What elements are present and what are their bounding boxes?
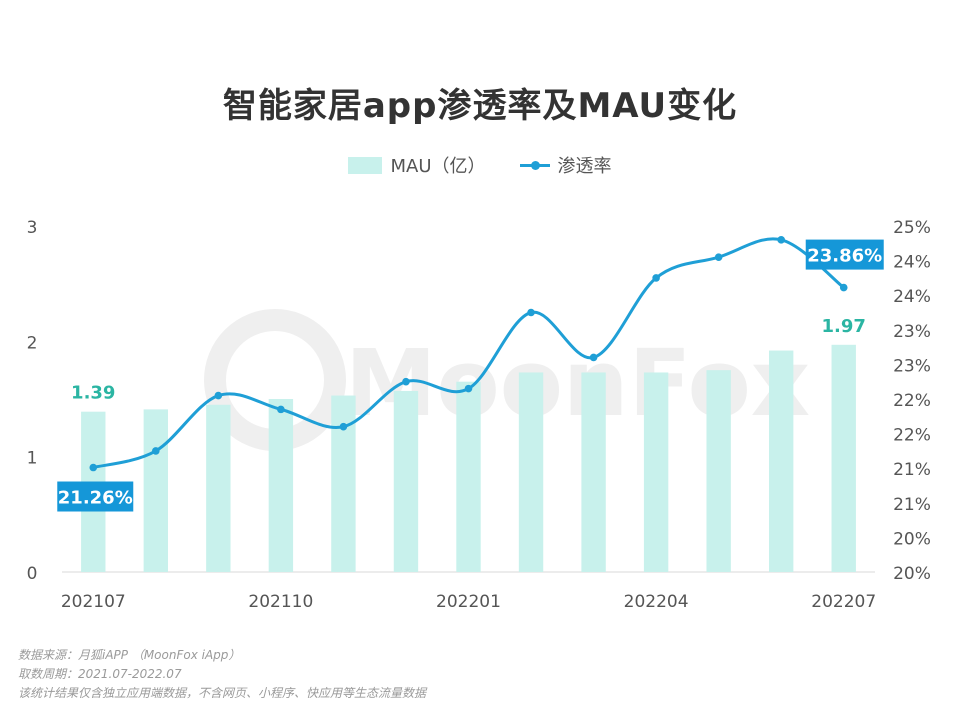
legend-bar-swatch <box>348 156 383 174</box>
data-label-rate-first: 21.26% <box>58 488 133 509</box>
chart-title: 智能家居app渗透率及MAU变化 <box>222 86 738 126</box>
x-tick-label-202204: 202204 <box>624 592 689 612</box>
bar-mau-202108 <box>143 409 169 572</box>
data-label-rate-last-box <box>805 239 884 270</box>
bar-mau-202109 <box>206 404 231 572</box>
x-tick-label-202107: 202107 <box>61 592 126 612</box>
bar-mau-202207 <box>831 344 856 572</box>
bar-mau-202203 <box>581 372 606 572</box>
y-left-tick-label: 2 <box>27 333 38 353</box>
point-rate-202107 <box>89 463 98 472</box>
source-line-2: 取数周期：2021.07-2022.07 <box>18 667 182 681</box>
source-line-1: 数据来源：月狐iAPP （MoonFox iApp） <box>18 648 241 662</box>
y-right-tick-label: 23% <box>893 356 931 376</box>
legend-line-swatch <box>519 157 550 174</box>
y-right-tick-label: 21% <box>893 460 931 480</box>
point-rate-202108 <box>152 447 160 455</box>
chart-legend: MAU（亿） 渗透率 <box>0 150 960 180</box>
y-left-tick-label: 1 <box>27 449 38 469</box>
legend-item-mau: MAU（亿） <box>348 152 486 178</box>
point-rate-202201 <box>464 384 473 393</box>
bar-mau-202201 <box>456 381 481 572</box>
point-rate-202205 <box>714 253 723 261</box>
legend-label-mau: MAU（亿） <box>390 156 486 177</box>
source-line-3: 该统计结果仅含独立应用端数据，不含网页、小程序、快应用等生态流量数据 <box>18 686 427 700</box>
point-rate-202112 <box>402 377 410 386</box>
bar-mau-202204 <box>643 372 669 572</box>
y-right-tick-label: 22% <box>893 391 931 411</box>
y-right-tick-label: 22% <box>893 426 931 446</box>
bar-mau-202205 <box>706 370 731 572</box>
point-rate-202207 <box>839 283 848 292</box>
source-notes: 数据来源：月狐iAPP （MoonFox iApp） 取数周期：2021.07-… <box>18 646 426 703</box>
y-right-tick-label: 23% <box>893 322 931 342</box>
x-tick-label-202110: 202110 <box>248 592 313 612</box>
point-rate-202111 <box>339 422 348 431</box>
y-right-tick-label: 25% <box>893 218 931 238</box>
y-right-tick-label: 20% <box>893 564 931 584</box>
bar-mau-202112 <box>393 390 419 572</box>
point-rate-202109 <box>214 391 223 400</box>
point-rate-202206 <box>777 236 785 244</box>
point-rate-202202 <box>527 308 535 317</box>
data-label-rate-last: 23.86% <box>807 246 882 267</box>
bar-mau-202110 <box>268 399 294 572</box>
y-left-tick-label: 3 <box>27 218 38 238</box>
point-rate-202110 <box>277 405 285 414</box>
y-left-tick-label: 0 <box>27 564 38 584</box>
point-rate-202204 <box>652 274 660 282</box>
x-tick-label-202201: 202201 <box>436 592 501 612</box>
data-label-mau-first: 1.39 <box>71 383 115 404</box>
data-label-rate-first-box <box>57 481 134 512</box>
data-label-mau-last: 1.97 <box>822 316 866 337</box>
y-right-tick-label: 21% <box>893 495 931 515</box>
bar-mau-202202 <box>518 372 544 572</box>
bar-mau-202206 <box>768 350 794 572</box>
legend-label-rate: 渗透率 <box>557 156 612 177</box>
legend-item-rate: 渗透率 <box>519 152 612 178</box>
point-rate-202203 <box>589 353 598 362</box>
x-tick-label-202207: 202207 <box>811 592 876 612</box>
y-right-tick-label: 24% <box>893 253 931 273</box>
y-right-tick-label: 24% <box>893 287 931 307</box>
y-right-tick-label: 20% <box>893 529 931 549</box>
